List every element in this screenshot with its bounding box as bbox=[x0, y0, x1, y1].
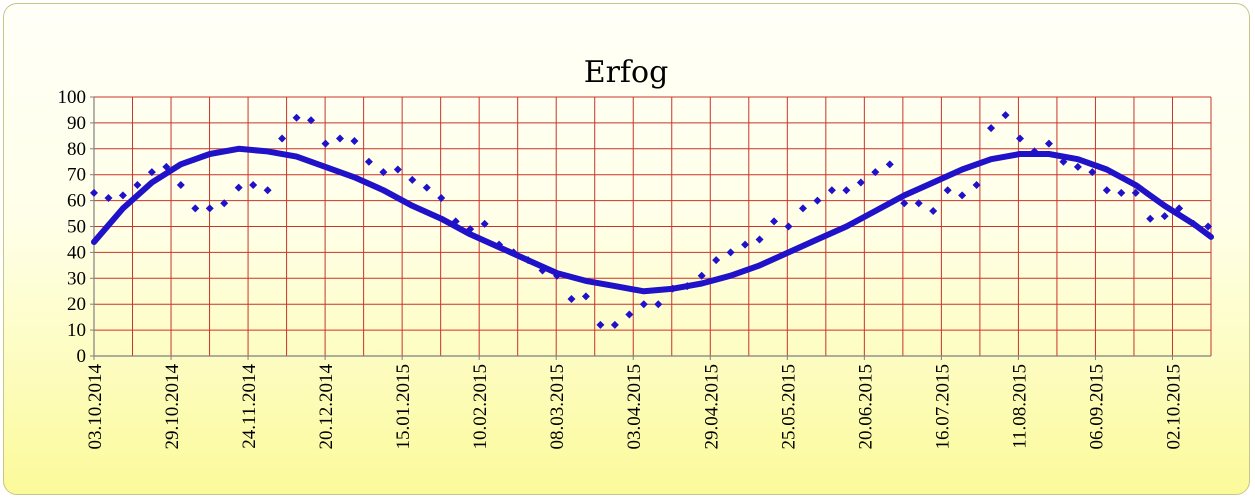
y-tick-label: 90 bbox=[67, 113, 86, 134]
data-point bbox=[596, 320, 605, 329]
data-point bbox=[1073, 162, 1082, 171]
trend-curve bbox=[91, 145, 1214, 295]
data-point bbox=[176, 181, 185, 190]
data-point bbox=[1160, 212, 1169, 221]
x-tick-labels: 03.10.2014 29.10.2014 24.11.2014 20.12.2014… bbox=[85, 356, 1184, 450]
data-point bbox=[191, 204, 200, 213]
data-point bbox=[147, 168, 156, 177]
y-tick-label: 40 bbox=[67, 242, 86, 263]
x-tick-label: 20.12.2014 bbox=[316, 364, 337, 450]
data-point bbox=[350, 137, 359, 146]
x-tick-label: 03.10.2014 bbox=[85, 364, 106, 450]
data-point bbox=[929, 206, 938, 215]
data-point bbox=[755, 235, 764, 244]
data-point bbox=[437, 194, 446, 203]
data-point bbox=[1001, 111, 1010, 120]
data-point bbox=[1146, 214, 1155, 223]
data-point bbox=[842, 186, 851, 195]
data-point bbox=[133, 181, 142, 190]
x-tick-label: 16.07.2015 bbox=[932, 364, 953, 450]
chart-title: Erfog bbox=[584, 55, 669, 90]
data-point bbox=[770, 217, 779, 226]
data-point bbox=[885, 160, 894, 169]
grid-lines bbox=[93, 96, 1212, 357]
data-point bbox=[278, 134, 287, 143]
data-point bbox=[263, 186, 272, 195]
data-point bbox=[321, 139, 330, 148]
x-tick-label: 24.11.2014 bbox=[239, 364, 260, 449]
x-tick-label: 25.05.2015 bbox=[778, 364, 799, 450]
data-point bbox=[292, 113, 301, 122]
y-tick-labels: 0 10 20 30 40 50 60 70 80 90 100 bbox=[58, 87, 94, 367]
data-point bbox=[987, 124, 996, 133]
data-point bbox=[697, 271, 706, 280]
data-point bbox=[205, 204, 214, 213]
x-tick-label: 29.04.2015 bbox=[701, 364, 722, 450]
data-point bbox=[104, 194, 113, 203]
data-point bbox=[784, 222, 793, 231]
x-tick-label: 03.04.2015 bbox=[624, 364, 645, 450]
y-tick-label: 10 bbox=[67, 320, 86, 341]
data-point bbox=[220, 199, 229, 208]
data-point bbox=[1102, 186, 1111, 195]
data-point bbox=[625, 310, 634, 319]
data-point bbox=[639, 300, 648, 309]
data-point bbox=[335, 134, 344, 143]
data-point bbox=[856, 178, 865, 187]
data-point bbox=[408, 175, 417, 184]
data-point bbox=[1117, 188, 1126, 197]
data-point bbox=[1204, 222, 1213, 231]
data-point bbox=[422, 183, 431, 192]
chart-svg: Erfog 0 10 20 30 40 50 60 70 80 90 100 03.10.2014 2… bbox=[58, 55, 1214, 450]
data-point bbox=[307, 116, 316, 125]
data-point bbox=[610, 320, 619, 329]
x-tick-label: 02.10.2015 bbox=[1163, 364, 1184, 450]
data-point bbox=[581, 292, 590, 301]
data-point bbox=[827, 186, 836, 195]
x-tick-label: 10.02.2015 bbox=[470, 364, 491, 450]
chart-frame: Erfog 0 10 20 30 40 50 60 70 80 90 100 03.10.2014 2… bbox=[3, 3, 1250, 495]
trend-line bbox=[91, 145, 1214, 295]
data-point bbox=[364, 157, 373, 166]
data-point bbox=[943, 186, 952, 195]
data-point bbox=[1131, 188, 1140, 197]
data-point bbox=[712, 256, 721, 265]
x-tick-label: 06.09.2015 bbox=[1086, 364, 1107, 450]
data-point bbox=[798, 204, 807, 213]
x-tick-label: 08.03.2015 bbox=[547, 364, 568, 450]
y-tick-label: 0 bbox=[77, 346, 87, 367]
data-point bbox=[914, 199, 923, 208]
y-tick-label: 80 bbox=[67, 139, 86, 160]
data-point bbox=[813, 196, 822, 205]
x-tick-label: 20.06.2015 bbox=[855, 364, 876, 450]
data-point bbox=[900, 199, 909, 208]
data-point bbox=[234, 183, 243, 192]
data-point bbox=[379, 168, 388, 177]
data-point bbox=[1044, 139, 1053, 148]
data-point bbox=[90, 188, 98, 197]
data-point bbox=[741, 240, 750, 249]
y-tick-label: 70 bbox=[67, 165, 86, 186]
data-point bbox=[654, 300, 663, 309]
y-tick-label: 50 bbox=[67, 217, 86, 238]
data-point bbox=[480, 219, 489, 228]
data-point bbox=[567, 295, 576, 304]
y-tick-label: 100 bbox=[58, 87, 87, 108]
data-point bbox=[249, 181, 258, 190]
x-tick-label: 29.10.2014 bbox=[162, 364, 183, 450]
data-point bbox=[726, 248, 735, 257]
scatter-points bbox=[90, 111, 1213, 329]
data-point bbox=[118, 191, 127, 200]
data-point bbox=[393, 165, 402, 174]
y-tick-label: 30 bbox=[67, 268, 86, 289]
data-point bbox=[1088, 168, 1097, 177]
y-tick-label: 20 bbox=[67, 294, 86, 315]
y-tick-label: 60 bbox=[67, 191, 86, 212]
data-point bbox=[1016, 134, 1025, 143]
x-tick-label: 15.01.2015 bbox=[393, 364, 414, 450]
data-point bbox=[958, 191, 967, 200]
x-tick-label: 11.08.2015 bbox=[1009, 364, 1030, 449]
data-point bbox=[972, 181, 981, 190]
data-point bbox=[871, 168, 880, 177]
